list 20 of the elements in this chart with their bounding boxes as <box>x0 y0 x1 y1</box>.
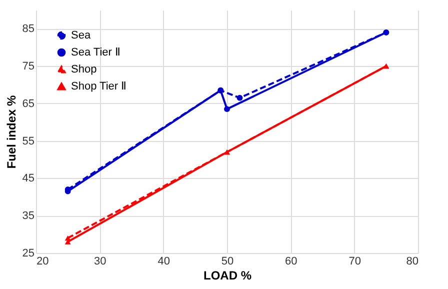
legend-label: Shop <box>71 64 97 76</box>
y-tick-label: 55 <box>22 135 34 148</box>
y-tick-label: 85 <box>22 23 34 36</box>
y-axis-title: Fuel index % <box>4 95 18 169</box>
x-tick-label: 60 <box>285 256 298 268</box>
y-tick-label: 75 <box>22 60 34 73</box>
legend-label: Sea <box>71 30 92 42</box>
x-tick-label: 50 <box>221 256 234 268</box>
x-tick-label: 40 <box>158 256 170 268</box>
y-tick-label: 65 <box>22 98 34 110</box>
legend-label: Sea Tier Ⅱ <box>71 46 120 58</box>
x-axis-title: LOAD % <box>204 268 252 282</box>
legend-label: Shop Tier Ⅱ <box>71 80 126 92</box>
y-tick-label: 25 <box>22 248 34 260</box>
x-tick-label: 70 <box>348 256 361 268</box>
x-tick-label: 80 <box>406 256 418 268</box>
x-tick-label: 20 <box>36 256 49 268</box>
x-tick-label: 30 <box>94 256 106 268</box>
y-tick-label: 35 <box>22 210 34 222</box>
y-tick-label: 45 <box>22 172 34 185</box>
